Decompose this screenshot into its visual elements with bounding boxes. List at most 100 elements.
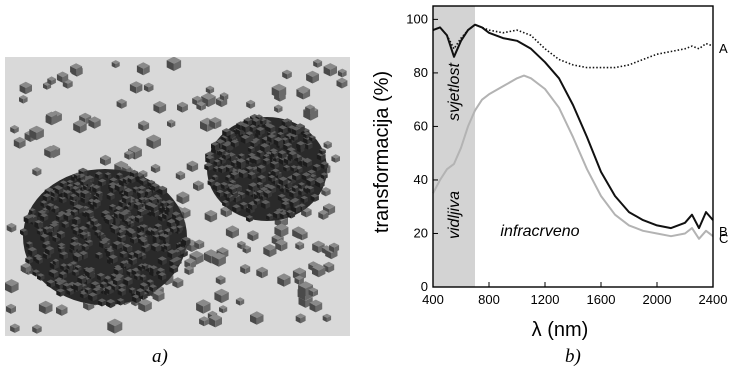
cluster-cube bbox=[207, 178, 216, 187]
cluster-cube bbox=[134, 273, 141, 281]
scattered-cube bbox=[247, 230, 259, 242]
cluster-cube bbox=[88, 292, 98, 302]
cluster-cube bbox=[59, 271, 67, 280]
scattered-cube bbox=[312, 263, 326, 278]
scattered-cube bbox=[242, 245, 251, 254]
scattered-cube bbox=[73, 119, 87, 134]
cluster-cube bbox=[77, 275, 87, 284]
scattered-cube bbox=[13, 136, 26, 149]
scattered-cube bbox=[215, 275, 226, 285]
cluster-cube bbox=[181, 236, 191, 246]
scattered-cube bbox=[167, 119, 176, 128]
x-tick-label: 800 bbox=[478, 292, 500, 307]
cluster-cube bbox=[296, 141, 306, 150]
cluster-cube bbox=[139, 274, 147, 281]
cluster-cube bbox=[257, 174, 266, 184]
series-label-c: C bbox=[719, 231, 728, 246]
cluster-cube bbox=[218, 165, 226, 174]
scattered-cube bbox=[277, 273, 291, 287]
x-tick-label: 1200 bbox=[531, 292, 560, 307]
cluster-cube bbox=[29, 208, 36, 215]
cluster-cube bbox=[106, 192, 115, 201]
cluster-cube bbox=[228, 186, 237, 194]
cluster-cube bbox=[281, 201, 290, 210]
cluster-cube bbox=[312, 163, 321, 172]
plot-frame bbox=[432, 5, 714, 288]
cluster-cube bbox=[163, 243, 171, 251]
cluster-cube bbox=[150, 228, 159, 236]
visible-light-region bbox=[433, 6, 475, 287]
cluster-cube bbox=[225, 164, 234, 173]
scattered-cube bbox=[111, 60, 120, 69]
cluster-cube bbox=[140, 224, 148, 232]
cluster-cube bbox=[249, 124, 257, 132]
scattered-cube bbox=[323, 140, 332, 149]
scattered-cube bbox=[322, 313, 332, 323]
cluster-cube bbox=[42, 193, 51, 202]
cluster-cube bbox=[221, 182, 229, 190]
panel-a-caption: a) bbox=[152, 346, 168, 367]
scattered-cube bbox=[306, 70, 319, 84]
cluster-cube bbox=[291, 126, 301, 136]
y-tick-label: 100 bbox=[406, 11, 428, 26]
scattered-cube bbox=[214, 288, 229, 304]
cluster-cube bbox=[320, 161, 329, 170]
scattered-cube bbox=[209, 117, 222, 130]
cluster-cube bbox=[157, 256, 167, 266]
cluster-cube bbox=[73, 253, 83, 262]
cluster-cube bbox=[34, 220, 42, 227]
cluster-cube bbox=[45, 246, 55, 256]
scattered-cube bbox=[177, 101, 188, 113]
cluster-cube bbox=[289, 198, 298, 208]
cluster-cube bbox=[35, 257, 43, 265]
cluster-cube bbox=[80, 189, 90, 199]
scattered-cube bbox=[196, 299, 211, 314]
scattered-cube bbox=[196, 101, 206, 111]
cluster-cube bbox=[250, 139, 258, 148]
scattered-cube bbox=[193, 180, 204, 192]
cluster-cube bbox=[73, 216, 81, 224]
cluster-cube bbox=[81, 243, 89, 251]
cluster-cube bbox=[110, 225, 120, 234]
scattered-cube bbox=[192, 95, 203, 106]
cluster-cube bbox=[248, 182, 258, 192]
cluster-cube bbox=[246, 215, 253, 223]
cluster-cube bbox=[139, 177, 148, 186]
cluster-cube bbox=[309, 135, 316, 142]
panel-b-caption: b) bbox=[565, 346, 581, 367]
scattered-cube bbox=[336, 77, 348, 89]
cluster-cube bbox=[170, 226, 178, 234]
scattered-cube bbox=[153, 101, 167, 114]
scattered-cube bbox=[88, 116, 101, 129]
scattered-cube bbox=[100, 154, 111, 166]
cluster-cube bbox=[92, 287, 101, 296]
x-axis-label: λ (nm) bbox=[532, 319, 589, 341]
cluster-cube bbox=[69, 241, 79, 251]
cluster-cube bbox=[69, 193, 77, 201]
scattered-cube bbox=[6, 303, 16, 314]
cluster-cube bbox=[56, 288, 65, 297]
series-label-b: B bbox=[719, 224, 728, 239]
y-tick-label: 40 bbox=[414, 172, 428, 187]
scattered-cube bbox=[10, 323, 20, 333]
cluster-cube bbox=[79, 291, 88, 299]
scattered-cube bbox=[150, 163, 161, 174]
cluster-cube bbox=[123, 276, 133, 286]
cluster-cube bbox=[319, 148, 326, 155]
scattered-cube bbox=[240, 264, 251, 275]
cluster-cube bbox=[247, 201, 257, 211]
scattered-cube bbox=[301, 207, 312, 218]
cluster-cube bbox=[100, 281, 108, 289]
cluster-cube bbox=[256, 181, 264, 189]
cluster-cube bbox=[132, 186, 140, 194]
transmission-chart: 400 800 1200 1600 2000 2400 0 20 40 60 80 100 λ (n… bbox=[371, 5, 728, 341]
cluster-cube bbox=[161, 233, 170, 242]
cluster-cube bbox=[52, 234, 60, 243]
scattered-cube bbox=[124, 150, 134, 160]
x-tick-label: 2000 bbox=[643, 292, 672, 307]
cluster-cube bbox=[262, 157, 271, 166]
scattered-cube bbox=[219, 92, 229, 101]
cluster-cube bbox=[46, 279, 55, 288]
cluster-cube bbox=[52, 258, 60, 266]
cluster-cube bbox=[130, 169, 139, 178]
